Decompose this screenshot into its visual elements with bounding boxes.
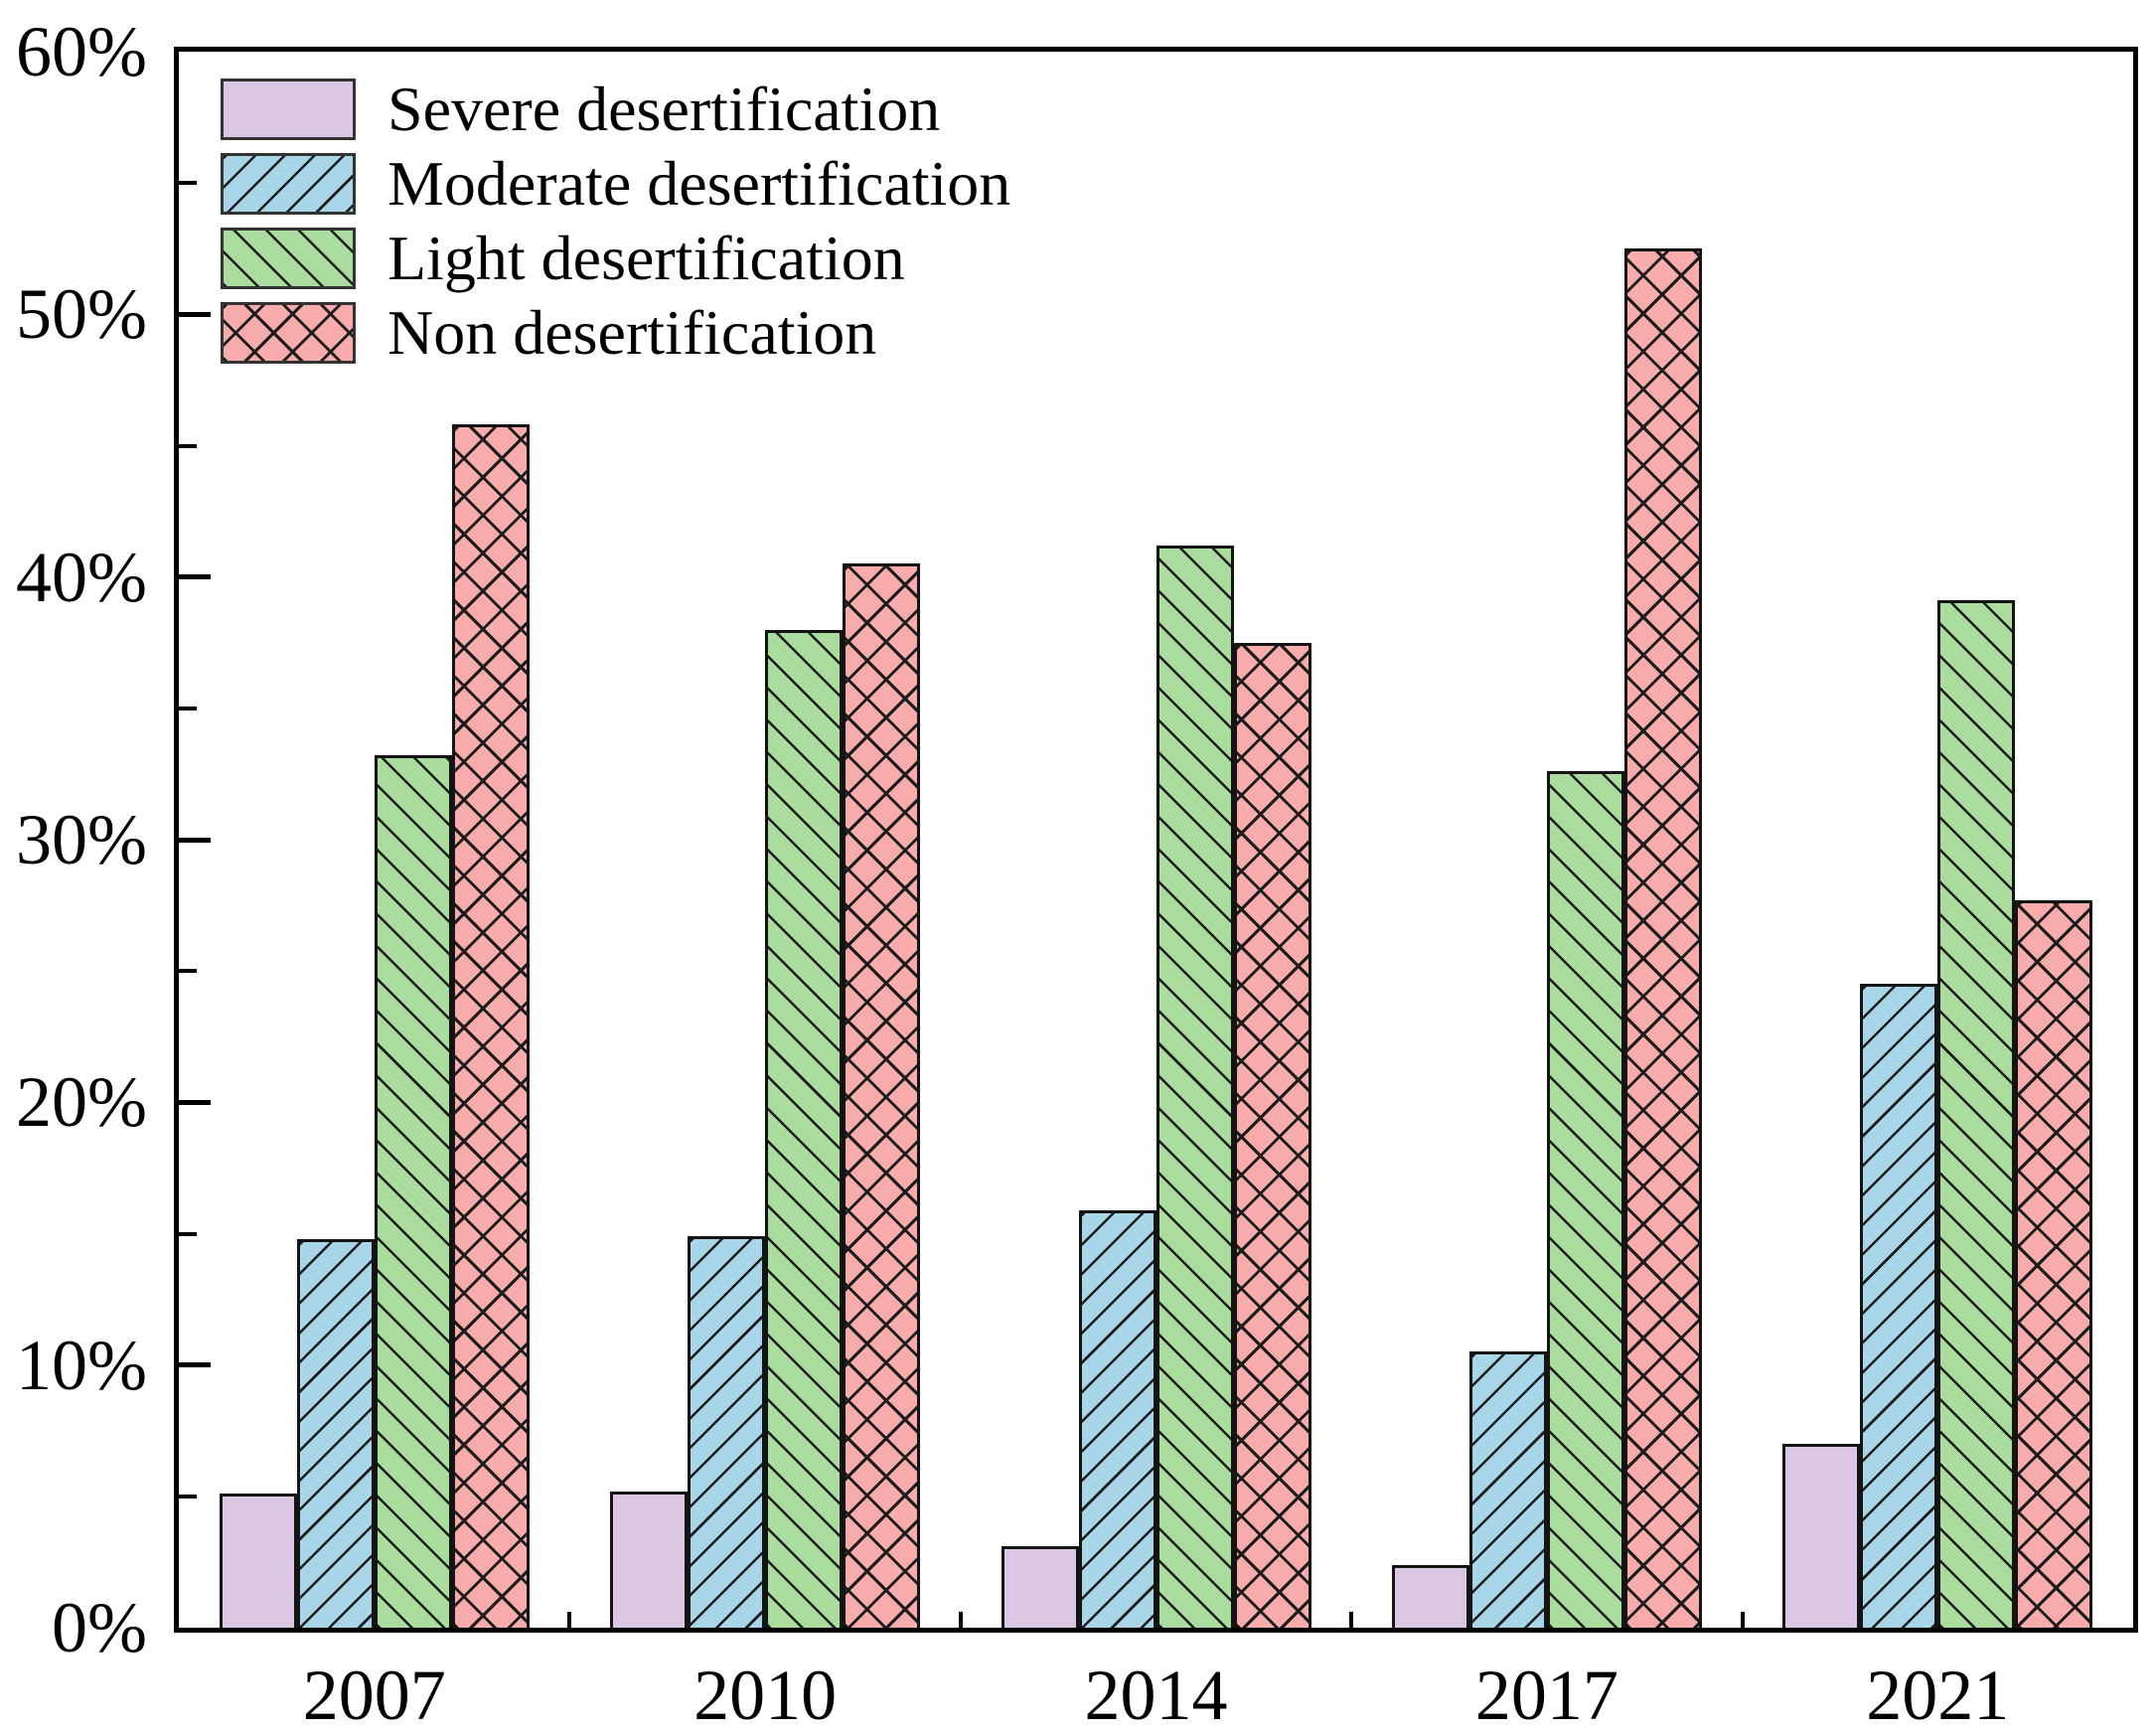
legend-item-non: Non desertification bbox=[221, 297, 1010, 368]
y-minor-tick bbox=[179, 1494, 197, 1498]
bar-2010-non bbox=[843, 563, 921, 1628]
legend-swatch-light bbox=[221, 227, 356, 289]
bar-2017-light bbox=[1546, 771, 1624, 1628]
bar-2010-moderate bbox=[688, 1236, 766, 1628]
y-major-tick bbox=[179, 574, 211, 580]
bar-2017-non bbox=[1623, 248, 1702, 1628]
y-minor-tick bbox=[179, 706, 197, 710]
legend-swatch-non bbox=[221, 301, 356, 364]
y-tick-label: 30% bbox=[16, 800, 147, 879]
legend-label-light: Light desertification bbox=[387, 223, 905, 293]
bar-2014-light bbox=[1155, 545, 1234, 1628]
legend-swatch-moderate bbox=[221, 152, 356, 215]
y-minor-tick bbox=[179, 1231, 197, 1236]
bar-2007-light bbox=[374, 755, 452, 1628]
x-tick-label-2014: 2014 bbox=[1084, 1656, 1228, 1735]
x-tick-label-2010: 2010 bbox=[693, 1656, 838, 1735]
y-tick-label: 0% bbox=[52, 1588, 147, 1667]
plot-area bbox=[174, 47, 2138, 1633]
bar-2014-moderate bbox=[1078, 1209, 1156, 1628]
bar-2021-severe bbox=[1782, 1443, 1861, 1628]
y-tick-label: 10% bbox=[16, 1325, 147, 1405]
x-tick-label-2007: 2007 bbox=[302, 1656, 446, 1735]
bar-2007-severe bbox=[219, 1494, 297, 1628]
legend-label-non: Non desertification bbox=[387, 297, 877, 368]
bar-2021-moderate bbox=[1860, 984, 1938, 1628]
bar-2010-severe bbox=[610, 1491, 689, 1628]
bar-2014-severe bbox=[1001, 1546, 1079, 1628]
y-major-tick bbox=[179, 1362, 211, 1368]
y-minor-tick bbox=[179, 443, 197, 448]
y-major-tick bbox=[179, 837, 211, 843]
bar-2007-non bbox=[451, 424, 530, 1628]
y-minor-tick bbox=[179, 181, 197, 186]
legend-item-moderate: Moderate desertification bbox=[221, 148, 1011, 219]
y-minor-tick bbox=[179, 969, 197, 974]
y-major-tick bbox=[179, 1099, 211, 1105]
bar-2017-moderate bbox=[1468, 1351, 1547, 1628]
legend-item-severe: Severe desertification bbox=[221, 74, 1010, 144]
y-major-tick bbox=[179, 311, 211, 317]
legend-label-severe: Severe desertification bbox=[387, 74, 941, 144]
x-minor-tick bbox=[567, 1612, 572, 1628]
x-minor-tick bbox=[1349, 1612, 1354, 1628]
bar-2010-light bbox=[765, 629, 844, 1628]
bar-2007-moderate bbox=[296, 1238, 375, 1628]
legend-label-moderate: Moderate desertification bbox=[387, 148, 1011, 219]
y-tick-label: 20% bbox=[16, 1062, 147, 1143]
y-tick-label: 40% bbox=[16, 537, 147, 617]
y-tick-label: 50% bbox=[16, 274, 147, 355]
x-tick-label-2017: 2017 bbox=[1474, 1656, 1618, 1735]
bar-2021-non bbox=[2015, 899, 2093, 1628]
x-tick-label-2021: 2021 bbox=[1866, 1656, 2010, 1735]
legend: Severe desertification Moderate desertifi… bbox=[221, 78, 1010, 376]
bar-2017-severe bbox=[1391, 1564, 1469, 1628]
legend-swatch-severe bbox=[221, 78, 356, 140]
bar-2021-light bbox=[1937, 600, 2016, 1628]
bar-2014-non bbox=[1233, 642, 1311, 1628]
x-minor-tick bbox=[1740, 1612, 1745, 1628]
plot-inner bbox=[179, 52, 2133, 1628]
legend-item-light: Light desertification bbox=[221, 223, 1010, 293]
y-tick-label: 60% bbox=[16, 12, 147, 91]
x-minor-tick bbox=[958, 1612, 963, 1628]
